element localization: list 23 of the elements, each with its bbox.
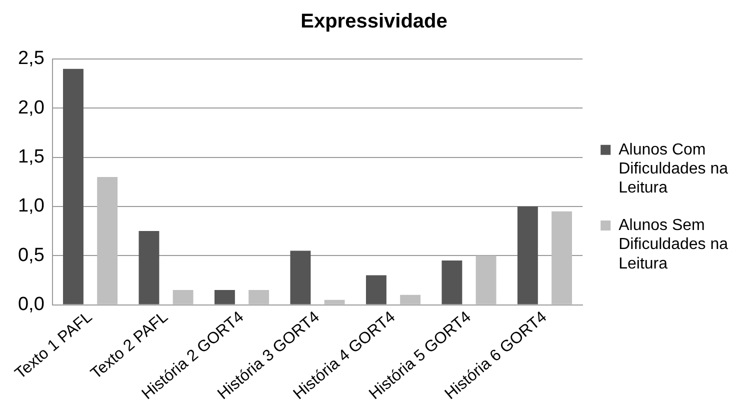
legend-label: Alunos Com Dificuldades na Leitura	[618, 141, 728, 197]
bar	[63, 68, 84, 304]
bar	[97, 176, 118, 304]
y-tick-label: 0,0	[18, 294, 44, 315]
bar	[324, 300, 345, 304]
bar	[172, 290, 194, 304]
y-tick-label: 1,0	[18, 196, 44, 217]
bar	[214, 290, 235, 304]
bar	[400, 294, 421, 304]
bar	[366, 275, 386, 304]
y-tick-label: 2,5	[18, 48, 44, 70]
legend-label: Alunos Sem Dificuldades na Leitura	[618, 216, 728, 272]
y-tick-label: 1,5	[18, 146, 44, 168]
y-tick-label: 0,5	[18, 244, 44, 266]
bar	[552, 211, 572, 304]
chart-title: Expressividade	[300, 10, 448, 33]
bar	[290, 250, 311, 304]
bar	[248, 290, 270, 304]
y-tick-label: 2,0	[18, 97, 44, 118]
bar	[138, 231, 160, 304]
bar	[517, 206, 538, 304]
bar	[476, 256, 496, 304]
bar	[442, 260, 462, 304]
